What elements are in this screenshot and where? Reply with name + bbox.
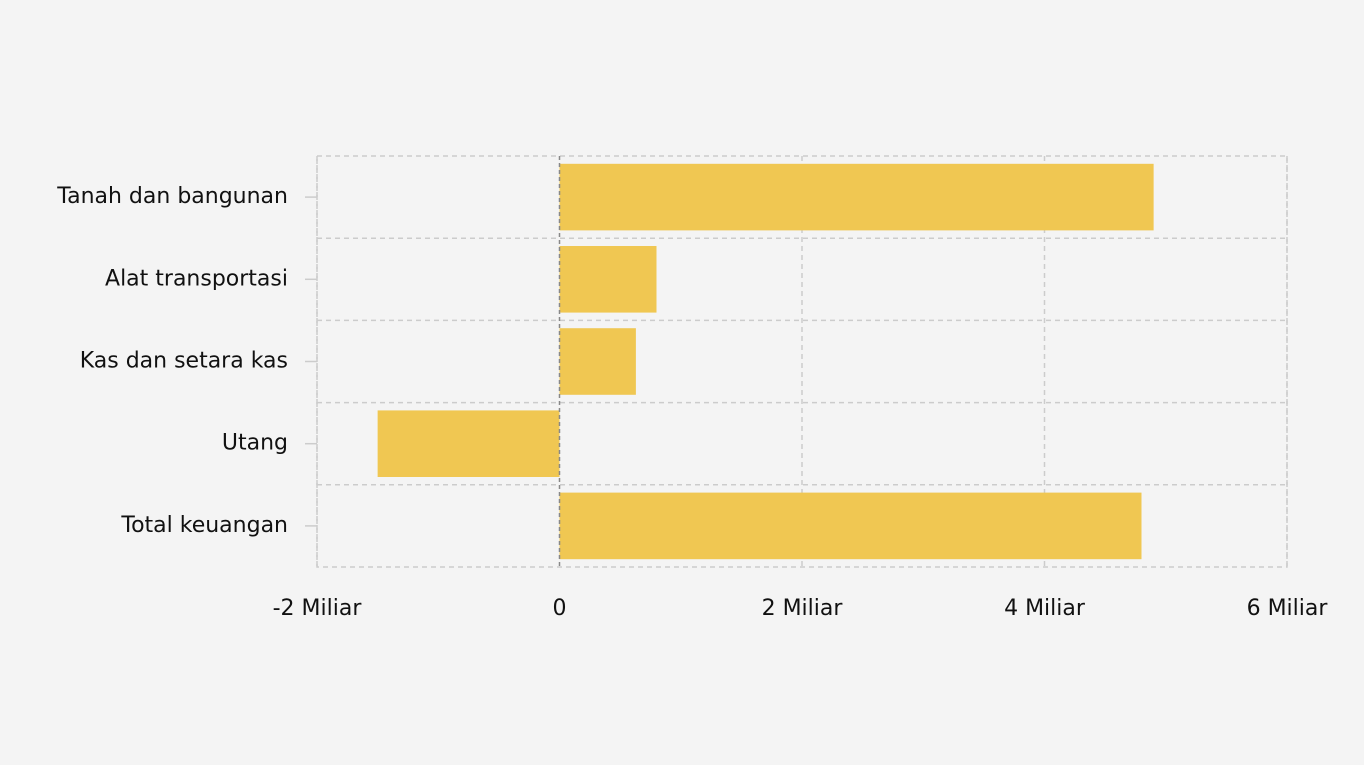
bar-alat-transportasi <box>559 246 657 313</box>
y-tick-label: Alat transportasi <box>105 266 288 291</box>
label-layer: Tanah dan bangunan Alat transportasi Kas d… <box>56 184 1328 621</box>
y-tick-label: Total keuangan <box>120 513 288 538</box>
x-tick-label: 6 Miliar <box>1247 596 1329 621</box>
bar-utang <box>377 410 560 477</box>
bar-kas-dan-setara-kas <box>559 328 636 395</box>
bar-tanah-dan-bangunan <box>559 163 1154 231</box>
x-tick-label: 2 Miliar <box>762 596 844 621</box>
bar-total-keuangan <box>559 492 1142 560</box>
x-tick-label: -2 Miliar <box>273 596 363 621</box>
y-tick-label: Tanah dan bangunan <box>56 184 288 209</box>
y-tick-label: Utang <box>222 431 288 456</box>
axis-layer <box>305 156 561 567</box>
x-tick-label: 4 Miliar <box>1004 596 1086 621</box>
y-tick-label: Kas dan setara kas <box>80 349 288 374</box>
x-tick-label: 0 <box>553 596 567 621</box>
bars-layer <box>377 163 1154 560</box>
